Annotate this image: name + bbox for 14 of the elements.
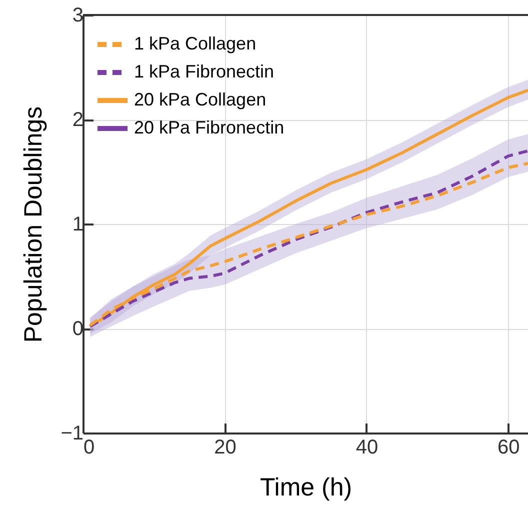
y-tick-label: −1 [60,422,84,444]
legend-label: 1 kPa Collagen [134,34,256,54]
x-tick-label: 40 [356,436,378,458]
y-axis-title: Population Doublings [20,106,48,343]
legend-label: 20 kPa Fibronectin [134,118,284,138]
y-tick-label: 3 [72,4,84,26]
legend-label: 1 kPa Fibronectin [134,62,274,82]
y-tick-label: 1 [72,214,84,236]
x-axis-title: Time (h) [260,474,352,502]
x-tick-label: 20 [214,436,236,458]
x-tick-label: 60 [498,436,520,458]
y-tick-label: 0 [72,318,84,340]
y-tick-label: 2 [72,109,84,131]
legend-label: 20 kPa Collagen [134,90,266,110]
